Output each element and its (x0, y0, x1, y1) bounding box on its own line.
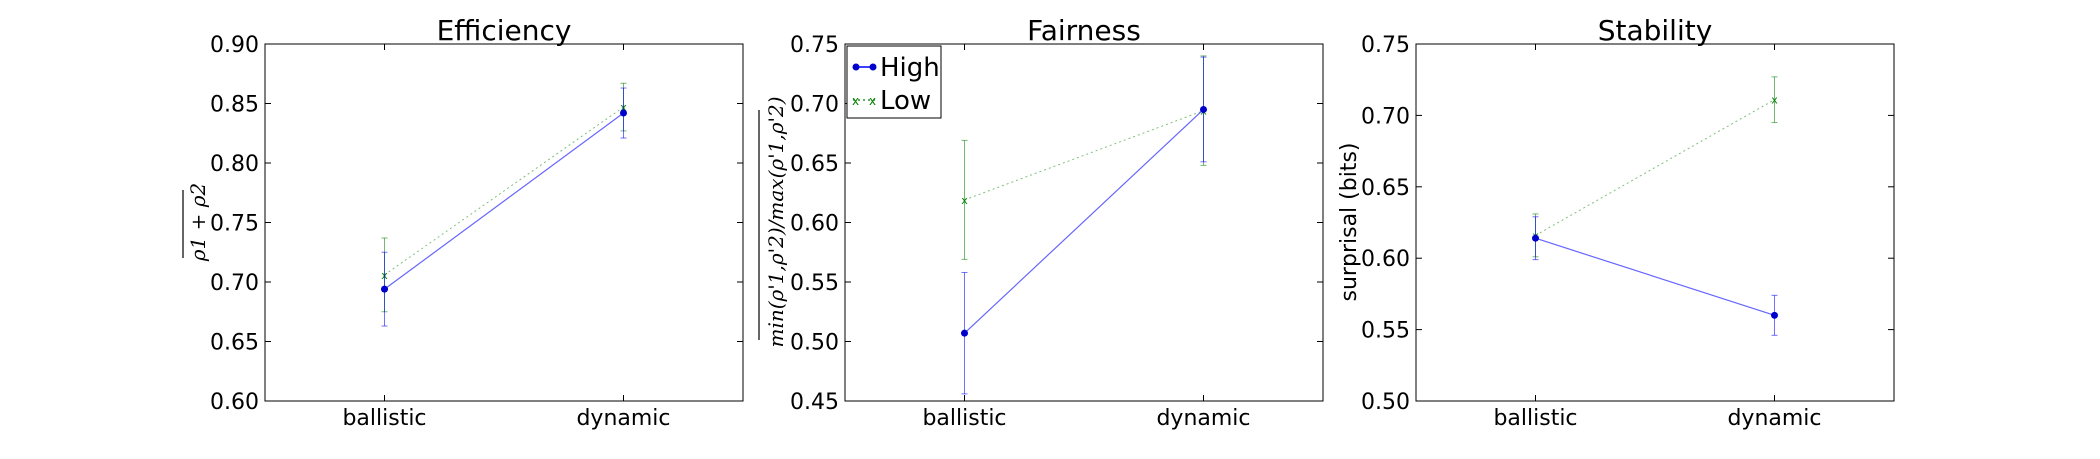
legend: High x x Low (846, 45, 942, 119)
series-line-high (964, 109, 1204, 334)
panel-stability: Stability surprisal (bits) 0.500.550.600… (1337, 14, 1895, 431)
series-line-low (964, 110, 1204, 201)
y-tick-label: 0.65 (1361, 176, 1410, 201)
series-line-low (1535, 99, 1775, 236)
panel-fairness: Fairness min(ρ'1,ρ'2)/max(ρ'1,ρ'2) 0.450… (758, 14, 1324, 431)
series-line-high (1535, 237, 1775, 316)
y-tick-label: 0.75 (1361, 33, 1410, 58)
x-tick-label: ballistic (922, 406, 1006, 431)
data-point-high (620, 109, 627, 117)
legend-marker-low: x (852, 94, 859, 108)
y-tick-label: 0.85 (210, 93, 259, 118)
legend-marker-low-2: x (869, 94, 876, 108)
data-point-high (381, 285, 388, 293)
x-tick-label: dynamic (1727, 406, 1821, 431)
plot-area-fairness: 0.45 0.50 0.55 0.60 0.65 0.70 0.75 ballistic dyn… (790, 33, 1323, 431)
y-tick-label: 0.55 (790, 271, 839, 296)
plot-area-efficiency: 0.60 0.65 0.70 0.75 0.80 0.85 0.90 ballistic dyn… (210, 33, 743, 431)
y-axis-label-efficiency: ρ1 + ρ2 (186, 183, 210, 262)
y-tick-label: 0.55 (1361, 319, 1410, 344)
data-point-high (961, 329, 968, 337)
legend-marker-high-2 (869, 63, 877, 71)
chart-title-fairness: Fairness (1027, 14, 1141, 47)
legend-frame (846, 45, 942, 119)
y-axis-label-stability: surprisal (bits) (1337, 143, 1362, 302)
y-tick-label: 0.75 (210, 212, 259, 237)
y-tick-label: 0.75 (790, 33, 839, 58)
y-tick-label: 0.65 (210, 331, 259, 356)
plot-frame-efficiency (264, 43, 744, 402)
plot-frame-stability (1415, 43, 1895, 402)
y-tick-label: 0.60 (790, 212, 839, 237)
y-tick-label: 0.50 (790, 331, 839, 356)
y-tick-label: 0.60 (210, 390, 259, 415)
y-tick-label: 0.70 (1361, 104, 1410, 129)
series-line-low (384, 106, 624, 276)
y-tick-label: 0.70 (210, 271, 259, 296)
data-point-high (1200, 105, 1207, 113)
y-tick-label: 0.45 (790, 390, 839, 415)
y-axis-label-fairness: min(ρ'1,ρ'2)/max(ρ'1,ρ'2) (764, 97, 788, 348)
panel-efficiency: Efficiency ρ1 + ρ2 0.600.650.700.750.800… (182, 14, 744, 431)
x-tick-label: dynamic (1156, 406, 1250, 431)
legend-label-high: High (880, 53, 940, 83)
chart-title-efficiency: Efficiency (437, 14, 572, 47)
data-point-high (1532, 234, 1539, 242)
y-tick-label: 0.70 (790, 93, 839, 118)
plot-area-stability: 0.50 0.55 0.60 0.65 0.70 0.75 ballistic dynamic… (1361, 33, 1894, 431)
y-tick-label: 0.90 (210, 33, 259, 58)
x-tick-label: ballistic (1493, 406, 1577, 431)
data-point-low: x (1771, 94, 1778, 107)
x-tick-label: dynamic (576, 406, 670, 431)
series-line-high (384, 112, 624, 290)
chart-title-stability: Stability (1598, 14, 1713, 47)
y-tick-label: 0.80 (210, 152, 259, 177)
x-tick-label: ballistic (342, 406, 426, 431)
y-tick-label: 0.60 (1361, 247, 1410, 272)
legend-marker-high (852, 63, 860, 71)
data-point-high (1771, 311, 1778, 319)
legend-label-low: Low (880, 86, 931, 116)
data-point-low: x (961, 194, 968, 207)
y-tick-label: 0.50 (1361, 390, 1410, 415)
y-tick-label: 0.65 (790, 152, 839, 177)
